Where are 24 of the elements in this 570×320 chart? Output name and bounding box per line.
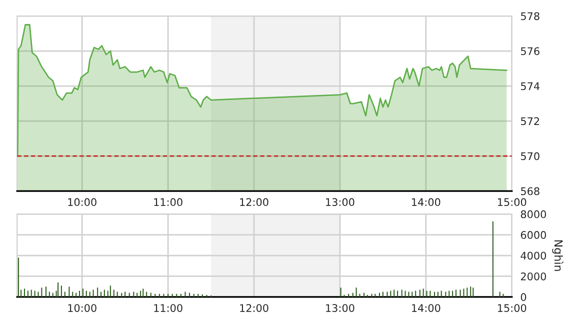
x-tick-label: 12:00 bbox=[240, 198, 268, 206]
x-tick-label: 10:00 bbox=[68, 304, 96, 312]
x-tick-label: 14:00 bbox=[412, 304, 440, 312]
x-tick-label: 11:00 bbox=[154, 304, 182, 312]
y-tick-label: 574 bbox=[520, 82, 540, 90]
x-tick-label: 15:00 bbox=[498, 304, 526, 312]
x-tick-label: 13:00 bbox=[326, 198, 354, 206]
x-tick-label: 11:00 bbox=[154, 198, 182, 206]
y-tick-label: 0 bbox=[520, 293, 526, 302]
y-tick-label: 568 bbox=[520, 187, 540, 196]
y-tick-label: 4000 bbox=[520, 252, 546, 260]
x-tick-label: 15:00 bbox=[498, 198, 526, 206]
y-axis-title: Nghìn bbox=[552, 240, 564, 271]
y-tick-label: 8000 bbox=[520, 210, 546, 218]
y-tick-label: 570 bbox=[520, 152, 540, 160]
y-tick-label: 2000 bbox=[520, 272, 546, 280]
y-tick-label: 578 bbox=[520, 12, 540, 20]
x-tick-label: 14:00 bbox=[412, 198, 440, 206]
x-tick-label: 13:00 bbox=[326, 304, 354, 312]
y-tick-label: 576 bbox=[520, 47, 540, 56]
y-tick-label: 572 bbox=[520, 117, 540, 126]
x-tick-label: 12:00 bbox=[240, 304, 268, 312]
x-tick-label: 10:00 bbox=[68, 198, 96, 206]
y-tick-label: 6000 bbox=[520, 231, 546, 239]
